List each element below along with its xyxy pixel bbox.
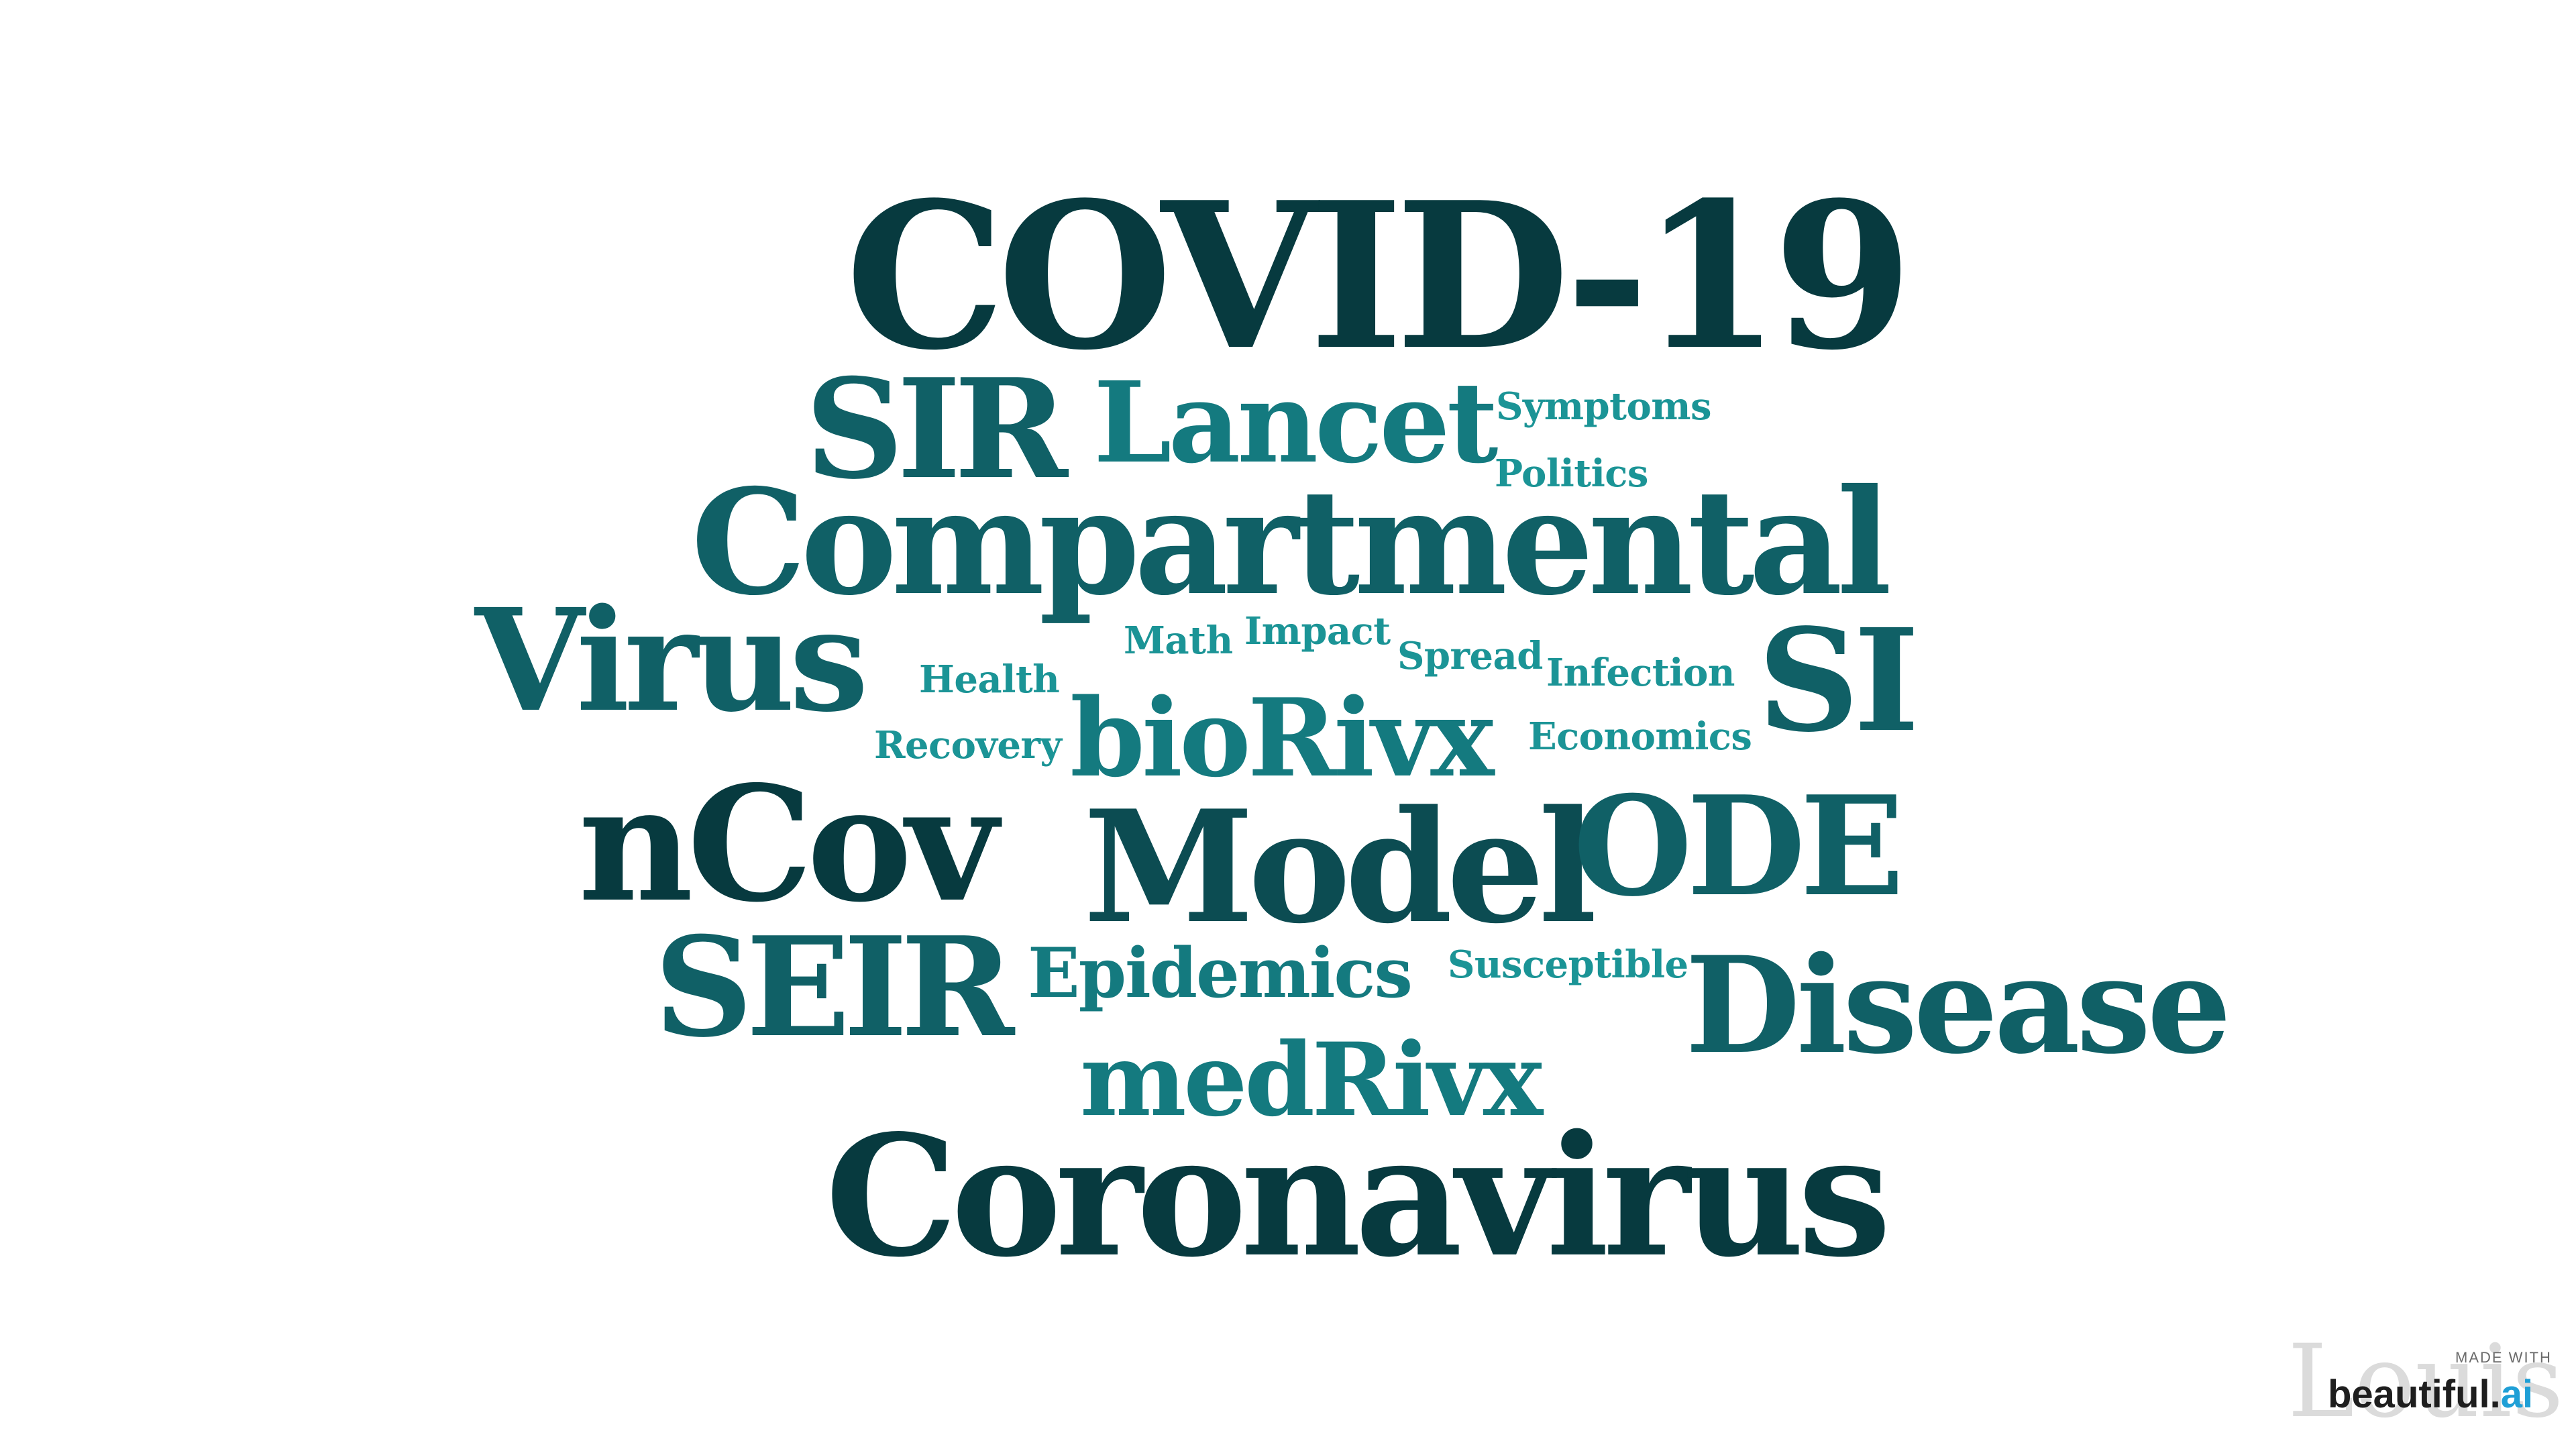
word-politics: Politics — [1495, 451, 1648, 496]
word-covid-19: COVID-19 — [845, 158, 1913, 394]
word-biorivx: bioRivx — [1070, 675, 1495, 801]
word-spread: Spread — [1397, 634, 1543, 678]
word-si: SI — [1758, 598, 1919, 763]
word-infection: Infection — [1546, 651, 1735, 695]
word-coronavirus: Coronavirus — [825, 1099, 1892, 1294]
word-lancet: Lancet — [1093, 358, 1498, 488]
word-sir: SIR — [805, 349, 1068, 510]
word-symptoms: Symptoms — [1496, 384, 1711, 429]
word-health: Health — [919, 657, 1060, 702]
word-epidemics: Epidemics — [1028, 933, 1413, 1014]
word-ncov: nCov — [578, 751, 998, 937]
word-seir: SEIR — [654, 907, 1014, 1068]
word-economics: Economics — [1528, 714, 1752, 759]
word-virus: Virus — [475, 578, 869, 743]
brand-logo-main: beautiful. — [2328, 1373, 2501, 1416]
made-with-label: MADE WITH — [2455, 1349, 2552, 1366]
watermark-text: Louis — [2288, 1324, 2564, 1440]
brand-logo: beautiful.ai — [2328, 1372, 2533, 1417]
word-ode: ODE — [1573, 766, 1904, 927]
word-math: Math — [1124, 619, 1233, 663]
brand-logo-accent: ai — [2500, 1373, 2534, 1416]
made-with-beautiful-ai-badge[interactable]: Louis MADE WITH beautiful.ai — [2288, 1332, 2563, 1436]
word-model: Model — [1083, 777, 1597, 958]
word-impact: Impact — [1244, 609, 1391, 653]
word-compartmental: Compartmental — [691, 457, 1892, 627]
word-susceptible: Susceptible — [1448, 943, 1688, 987]
word-disease: Disease — [1685, 927, 2231, 1083]
word-medrivx: medRivx — [1080, 1021, 1543, 1139]
word-recovery: Recovery — [874, 723, 1062, 767]
